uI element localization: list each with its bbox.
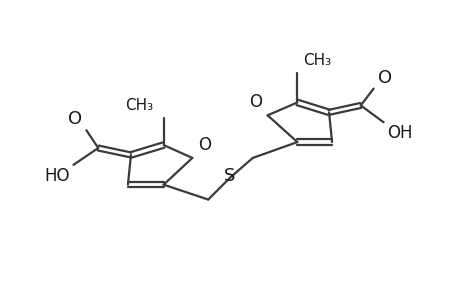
Text: HO: HO <box>44 167 69 185</box>
Text: O: O <box>377 69 391 87</box>
Text: O: O <box>68 110 82 128</box>
Text: OH: OH <box>386 124 412 142</box>
Text: O: O <box>248 93 261 111</box>
Text: S: S <box>224 167 235 185</box>
Text: CH₃: CH₃ <box>125 98 153 113</box>
Text: O: O <box>198 136 211 154</box>
Text: CH₃: CH₃ <box>302 53 331 68</box>
